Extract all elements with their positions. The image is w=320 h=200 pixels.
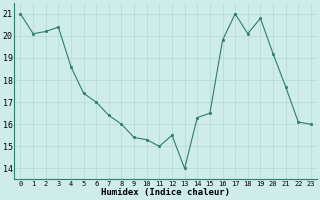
X-axis label: Humidex (Indice chaleur): Humidex (Indice chaleur)	[101, 188, 230, 197]
